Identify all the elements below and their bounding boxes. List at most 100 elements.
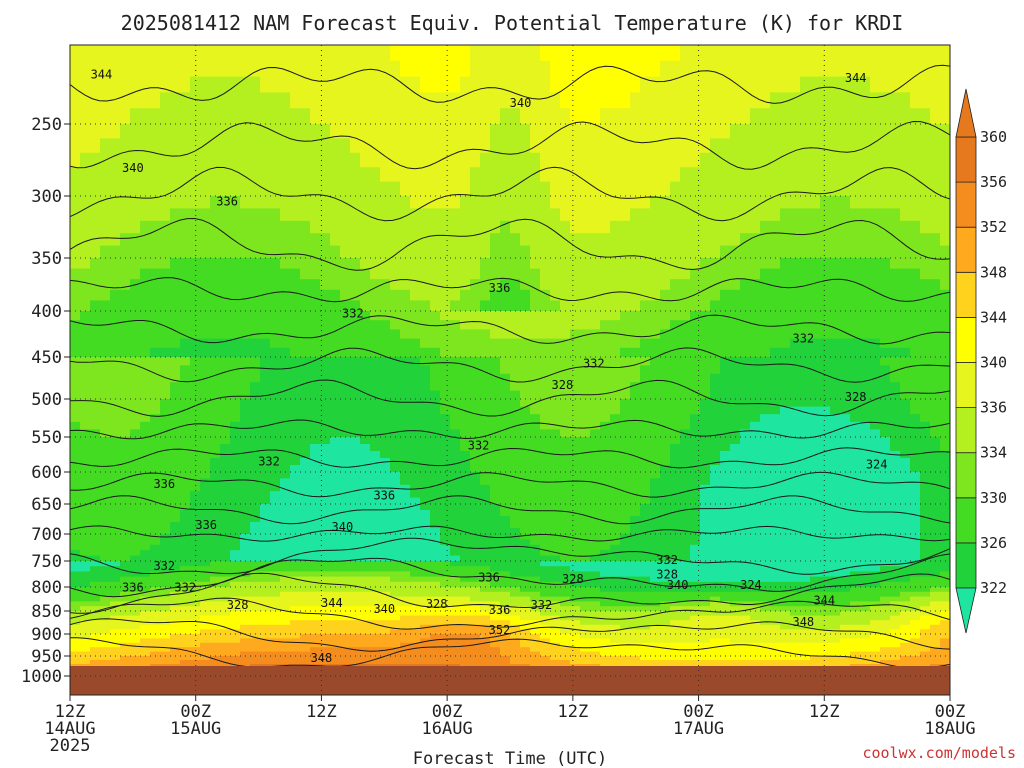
field-cell <box>470 311 481 321</box>
field-cell <box>210 406 221 415</box>
field-cell <box>630 576 641 583</box>
field-cell <box>570 437 581 445</box>
field-cell <box>90 660 101 665</box>
field-cell <box>270 478 281 486</box>
field-cell <box>150 497 161 505</box>
field-cell <box>630 647 641 653</box>
field-cell <box>220 555 231 562</box>
field-cell <box>160 544 171 551</box>
field-cell <box>100 647 111 653</box>
field-cell <box>290 651 301 657</box>
field-cell <box>320 566 331 572</box>
field-cell <box>640 634 651 639</box>
field-cell <box>420 338 431 349</box>
field-cell <box>670 638 681 644</box>
field-cell <box>470 196 481 209</box>
field-cell <box>70 522 81 529</box>
field-cell <box>160 497 171 505</box>
field-cell <box>430 181 441 197</box>
field-cell <box>600 576 611 583</box>
field-cell <box>640 478 651 486</box>
field-cell <box>160 651 171 657</box>
field-cell <box>130 615 141 621</box>
field-cell <box>590 596 601 602</box>
field-cell <box>530 437 541 445</box>
field-cell <box>590 620 601 626</box>
field-cell <box>400 642 411 648</box>
field-cell <box>440 484 451 492</box>
field-cell <box>150 651 161 657</box>
field-cell <box>550 634 561 639</box>
field-cell <box>440 429 451 438</box>
field-cell <box>220 138 231 154</box>
field-cell <box>370 528 381 535</box>
field-cell <box>350 510 361 517</box>
field-cell <box>340 373 351 383</box>
field-cell <box>380 516 391 523</box>
field-cell <box>440 615 451 621</box>
field-cell <box>400 373 411 383</box>
field-cell <box>230 601 241 607</box>
field-cell <box>440 76 451 93</box>
field-cell <box>620 421 631 430</box>
field-cell <box>480 338 491 349</box>
field-cell <box>530 208 541 222</box>
field-cell <box>150 587 161 593</box>
field-cell <box>570 642 581 648</box>
field-cell <box>570 60 581 78</box>
field-cell <box>530 550 541 557</box>
field-cell <box>320 571 331 578</box>
field-cell <box>240 566 251 572</box>
field-cell <box>610 390 621 400</box>
field-cell <box>110 620 121 626</box>
field-cell <box>410 124 421 139</box>
field-cell <box>310 534 321 540</box>
field-cell <box>450 465 461 473</box>
field-cell <box>220 406 231 415</box>
field-cell <box>190 329 201 340</box>
field-cell <box>220 181 231 197</box>
field-cell <box>570 620 581 626</box>
field-cell <box>90 550 101 557</box>
field-cell <box>110 437 121 445</box>
field-cell <box>130 329 141 340</box>
field-cell <box>590 587 601 593</box>
field-cell <box>530 510 541 517</box>
field-cell <box>70 638 81 644</box>
field-cell <box>630 587 641 593</box>
field-cell <box>410 357 421 366</box>
field-cell <box>540 534 551 540</box>
field-cell <box>260 566 271 572</box>
field-cell <box>210 647 221 653</box>
field-cell <box>440 581 451 588</box>
field-cell <box>260 365 271 375</box>
field-cell <box>680 279 691 291</box>
field-cell <box>420 124 431 139</box>
field-cell <box>620 181 631 197</box>
field-cell <box>130 576 141 583</box>
field-cell <box>600 465 611 473</box>
field-cell <box>630 451 641 459</box>
field-cell <box>270 566 281 572</box>
field-cell <box>630 544 641 551</box>
field-cell <box>620 268 631 280</box>
field-cell <box>300 399 311 408</box>
field-cell <box>220 634 231 639</box>
field-cell <box>200 167 211 183</box>
field-cell <box>520 596 531 602</box>
field-cell <box>530 576 541 583</box>
field-cell <box>400 596 411 602</box>
field-cell <box>220 620 231 626</box>
field-cell <box>190 624 201 630</box>
field-cell <box>370 320 381 330</box>
field-cell <box>640 497 651 505</box>
field-cell <box>620 347 631 358</box>
field-cell <box>220 544 231 551</box>
field-cell <box>440 539 451 546</box>
field-cell <box>140 357 151 366</box>
field-cell <box>140 451 151 459</box>
field-cell <box>570 421 581 430</box>
field-cell <box>480 629 491 635</box>
field-cell <box>360 651 371 657</box>
field-cell <box>690 311 701 321</box>
